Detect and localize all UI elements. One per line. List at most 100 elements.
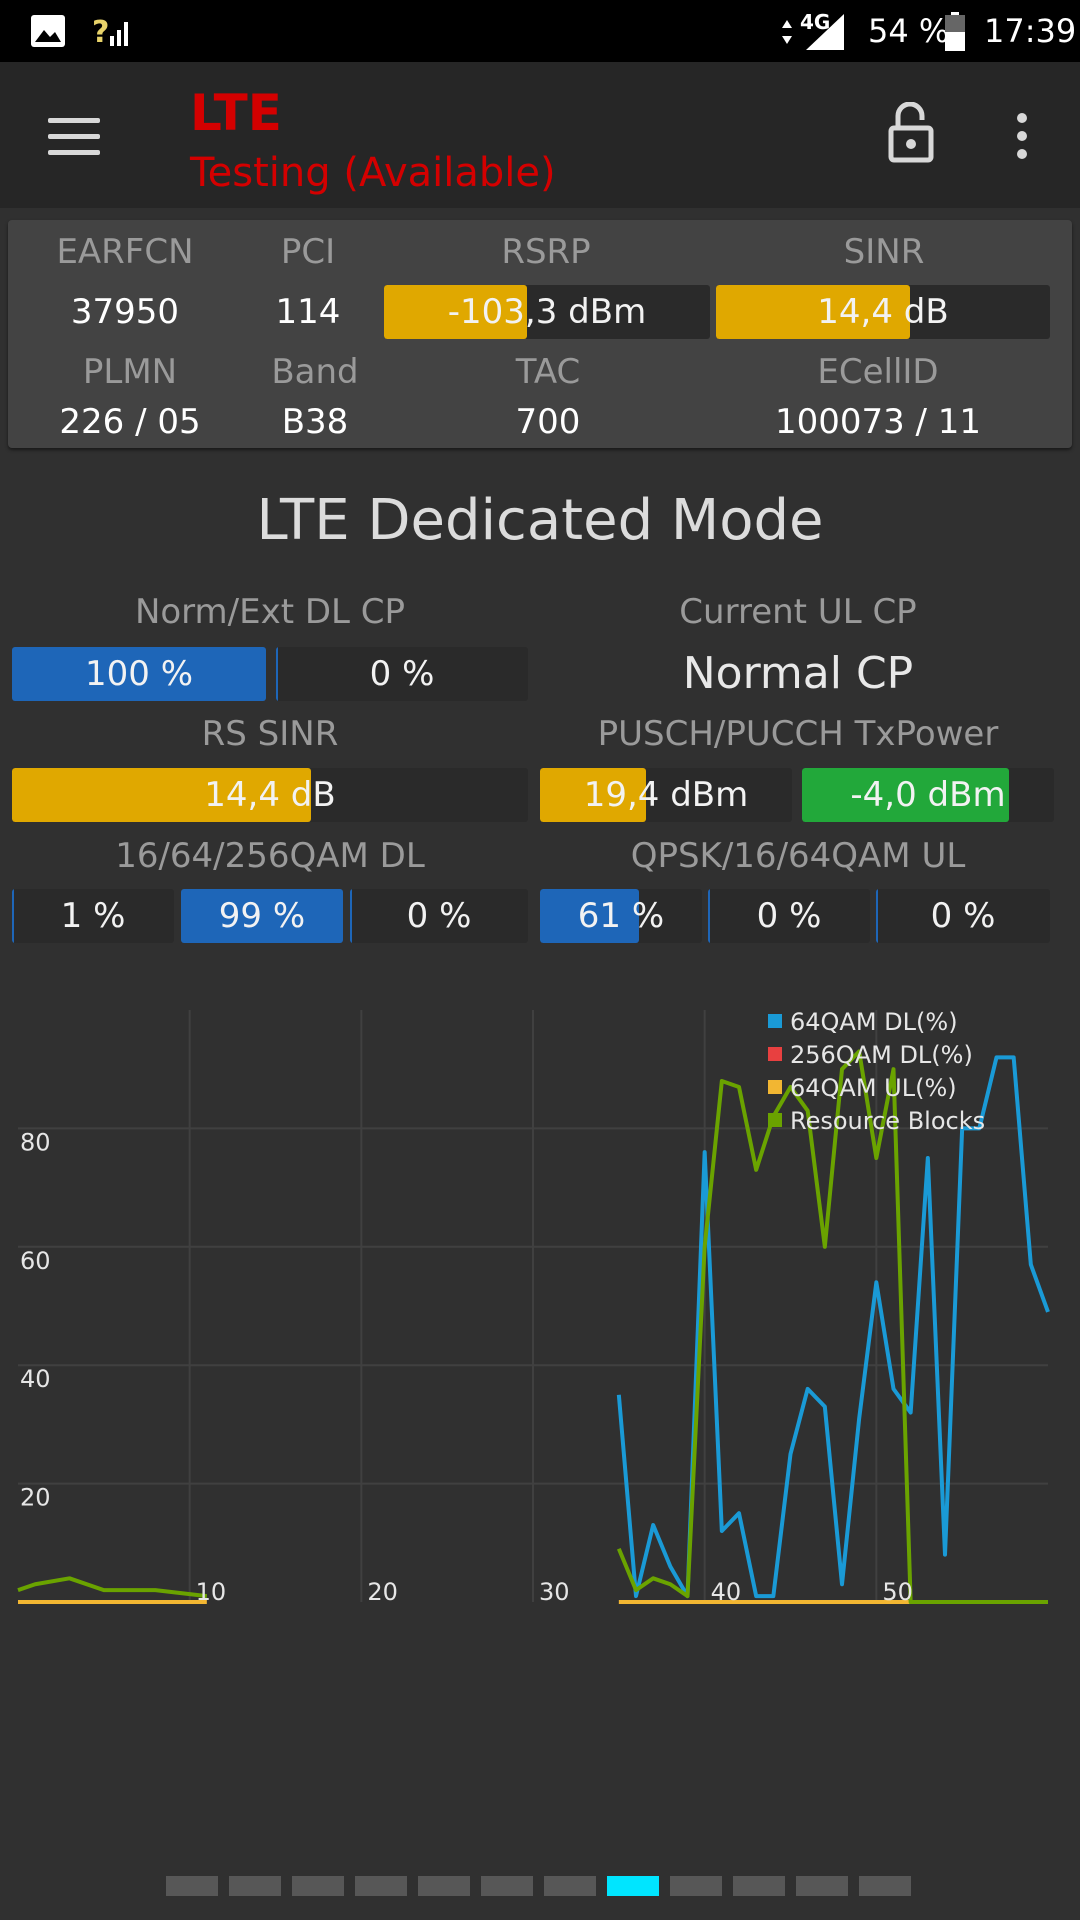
rsrp-value: -103,3 dBm (447, 292, 647, 332)
rs-sinr-bar-fill (12, 768, 312, 822)
qam-dl-label: 16/64/256QAM DL (115, 836, 425, 876)
signal-unknown-icon: ? (92, 15, 128, 50)
x-tick-label: 30 (539, 1578, 570, 1606)
legend-entry: Resource Blocks (790, 1107, 985, 1135)
page-dot[interactable] (796, 1876, 848, 1896)
unlock-icon[interactable] (888, 102, 934, 164)
rs-sinr-bar: 14,4 dB (12, 768, 528, 822)
plmn-label: PLMN (82, 352, 178, 392)
legend-entry: 64QAM UL(%) (790, 1074, 957, 1102)
pusch-txpower-bar: 19,4 dBm (540, 768, 792, 822)
page-dot[interactable] (355, 1876, 407, 1896)
sinr-value: 14,4 dB (817, 292, 949, 332)
dl-cp-normal-cell: 100 % (12, 647, 266, 701)
x-tick-label: 20 (367, 1578, 398, 1606)
x-tick-label: 40 (711, 1578, 742, 1606)
y-tick-label: 60 (20, 1247, 51, 1275)
band-label: Band (271, 352, 359, 392)
pucch-bar-fill (802, 768, 1009, 822)
page-dot[interactable] (544, 1876, 596, 1896)
qam256-dl-value: 0 % (406, 896, 472, 936)
page-dot[interactable] (229, 1876, 281, 1896)
tac-value: 700 (515, 402, 581, 442)
qpsk-ul-value: 61 % (577, 896, 665, 936)
qam256-dl-cell: 0 % (350, 889, 528, 943)
clock: 17:39 (984, 12, 1077, 50)
ecellid-value: 100073 / 11 (774, 402, 982, 442)
sinr-bar: 14,4 dB (716, 285, 1050, 339)
earfcn-value: 37950 (70, 292, 180, 332)
plmn-value: 226 / 05 (59, 402, 201, 442)
qam16-ul-cell: 0 % (708, 889, 870, 943)
pci-label: PCI (280, 232, 336, 272)
svg-text:?: ? (92, 15, 109, 50)
battery-icon (945, 12, 965, 51)
legend-swatch (768, 1113, 782, 1127)
earfcn-label: EARFCN (56, 232, 194, 272)
y-tick-label: 20 (20, 1484, 51, 1512)
qpsk-ul-bar: 61 % (540, 889, 702, 943)
app-subtitle: Testing (Available) (190, 150, 556, 196)
qam64-ul-cell: 0 % (876, 889, 1050, 943)
sinr-bar-fill (716, 285, 910, 339)
rsrp-bar-fill (384, 285, 528, 339)
pusch-txpower-value: 19,4 dBm (583, 775, 749, 815)
page-dot[interactable] (418, 1876, 470, 1896)
rs-sinr-label: RS SINR (201, 714, 339, 754)
dl-cp-label: Norm/Ext DL CP (134, 592, 406, 632)
ecellid-label: ECellID (817, 352, 939, 392)
dl-cp-extended-cell: 0 % (276, 647, 528, 701)
sinr-label: SINR (843, 232, 925, 272)
lte-signal-icon (806, 14, 844, 50)
more-vert-icon[interactable] (1010, 112, 1034, 160)
legend-swatch (768, 1014, 782, 1028)
modulation-chart: 10 20 30 40 50 20 40 60 80 64QAM DL(%) 256QAM DL(%… (17, 1008, 1050, 1606)
y-tick-label: 80 (20, 1128, 51, 1156)
x-tick-label: 50 (882, 1578, 913, 1606)
qam16-dl-cell: 1 % (12, 889, 174, 943)
qam16-dl-value: 1 % (60, 896, 126, 936)
page-dot[interactable] (481, 1876, 533, 1896)
page-dot-active[interactable] (607, 1876, 659, 1896)
data-arrows-icon (782, 20, 792, 44)
mode-title: LTE Dedicated Mode (256, 488, 824, 553)
tac-label: TAC (515, 352, 581, 392)
dl-cp-normal-value: 100 % (84, 654, 193, 694)
ul-cp-value: Normal CP (682, 648, 914, 699)
qpsk-ul-bar-fill (540, 889, 639, 943)
menu-icon[interactable] (48, 118, 100, 158)
rs-sinr-value: 14,4 dB (204, 775, 336, 815)
ul-cp-label: Current UL CP (679, 592, 917, 632)
txpower-label: PUSCH/PUCCH TxPower (597, 714, 999, 754)
cell-info-panel: EARFCN PCI RSRP SINR 37950 114 -103,3 dB… (8, 220, 1072, 448)
pucch-txpower-value: -4,0 dBm (850, 775, 1006, 815)
band-value: B38 (281, 402, 349, 442)
qam64-dl-cell: 99 % (181, 889, 343, 943)
x-tick-label: 10 (196, 1578, 227, 1606)
qam64-ul-value: 0 % (930, 896, 996, 936)
qam16-ul-value: 0 % (756, 896, 822, 936)
page-dot[interactable] (292, 1876, 344, 1896)
legend-swatch (768, 1047, 782, 1061)
status-bar: ? 4G 54 % 17:39 (0, 0, 1080, 62)
page-dot[interactable] (670, 1876, 722, 1896)
series-line (17, 1576, 208, 1599)
dl-cp-extended-value: 0 % (369, 654, 435, 694)
legend-entry: 64QAM DL(%) (790, 1008, 958, 1036)
image-icon (31, 15, 65, 47)
legend-entry: 256QAM DL(%) (790, 1041, 973, 1069)
rsrp-bar: -103,3 dBm (384, 285, 710, 339)
network-type-label: 4G (800, 10, 831, 34)
pucch-txpower-bar: -4,0 dBm (802, 768, 1054, 822)
app-bar: LTE Testing (Available) (0, 62, 1080, 208)
page-dot[interactable] (166, 1876, 218, 1896)
battery-percent: 54 % (868, 12, 950, 50)
page-dot[interactable] (733, 1876, 785, 1896)
qam64-dl-value: 99 % (218, 896, 306, 936)
rsrp-label: RSRP (501, 232, 591, 272)
pci-value: 114 (275, 292, 341, 332)
qam-ul-label: QPSK/16/64QAM UL (630, 836, 966, 876)
legend-swatch (768, 1080, 782, 1094)
page-dot[interactable] (859, 1876, 911, 1896)
pusch-bar-fill (540, 768, 646, 822)
